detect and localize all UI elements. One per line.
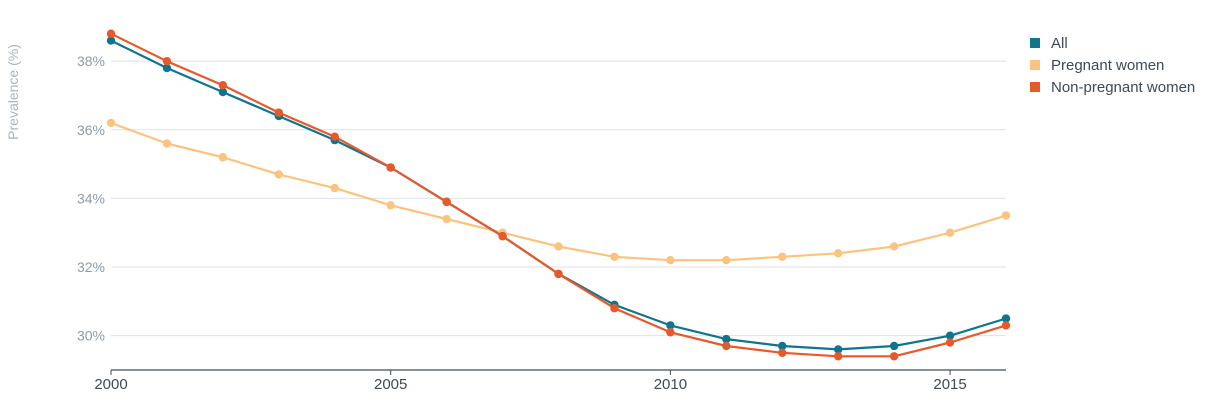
- data-point-non-pregnant-women: [778, 348, 787, 358]
- x-tick-label: 2005: [374, 376, 407, 393]
- data-point-pregnant-women: [274, 170, 284, 179]
- x-tick-label: 2000: [94, 376, 127, 393]
- data-point-pregnant-women: [610, 252, 619, 261]
- data-point-pregnant-women: [106, 118, 116, 128]
- legend-label: Non-pregnant women: [1051, 79, 1195, 96]
- data-point-pregnant-women: [889, 242, 899, 251]
- x-tick-label: 2015: [933, 376, 966, 393]
- data-point-non-pregnant-women: [274, 108, 284, 117]
- series-line-non-pregnant-women: [110, 32, 1007, 358]
- data-point-non-pregnant-women: [722, 341, 731, 351]
- legend-swatch: [1030, 60, 1040, 70]
- data-point-non-pregnant-women: [386, 163, 395, 172]
- data-point-pregnant-women: [945, 228, 955, 237]
- data-point-all: [1001, 314, 1011, 323]
- data-point-non-pregnant-women: [162, 56, 172, 66]
- data-point-all: [833, 345, 843, 354]
- data-point-non-pregnant-women: [442, 197, 451, 207]
- data-point-pregnant-women: [218, 153, 228, 162]
- x-tick-label: 2010: [654, 376, 687, 393]
- data-point-non-pregnant-women: [554, 269, 563, 279]
- data-point-non-pregnant-women: [666, 328, 675, 337]
- grid-lines: [111, 60, 1006, 371]
- data-point-all: [162, 63, 172, 73]
- y-tick-label: 32%: [77, 259, 105, 275]
- data-point-pregnant-women: [778, 252, 787, 261]
- data-point-all: [945, 331, 955, 340]
- y-tick-label: 38%: [77, 53, 105, 69]
- y-axis-ticks: 30% 32% 34% 36% 38%: [77, 53, 105, 344]
- data-point-pregnant-women: [833, 249, 843, 258]
- data-point-pregnant-women: [386, 201, 395, 210]
- data-point-pregnant-women: [442, 214, 451, 224]
- x-axis-ticks: 2000 2005 2010 2015: [94, 370, 967, 393]
- data-point-non-pregnant-women: [833, 352, 843, 361]
- legend-swatch: [1030, 38, 1040, 48]
- series-non-pregnant-women: [106, 29, 1011, 361]
- data-point-pregnant-women: [666, 255, 675, 265]
- data-point-all: [889, 341, 899, 351]
- data-point-all: [666, 321, 675, 330]
- series-all: [106, 36, 1011, 354]
- series-group: [106, 29, 1011, 361]
- y-tick-label: 34%: [77, 190, 105, 206]
- y-tick-label: 36%: [77, 122, 105, 138]
- data-point-all: [778, 341, 787, 351]
- data-point-all: [218, 87, 228, 97]
- data-point-non-pregnant-women: [610, 304, 619, 313]
- series-line-pregnant-women: [110, 121, 1007, 262]
- data-point-pregnant-women: [162, 139, 172, 148]
- series-line-all: [110, 39, 1007, 351]
- legend: All Pregnant women Non-pregnant women: [1030, 35, 1195, 96]
- data-point-non-pregnant-women: [889, 352, 899, 361]
- y-axis-label: Prevalence (%): [5, 44, 21, 140]
- data-point-pregnant-women: [554, 242, 563, 251]
- data-point-non-pregnant-women: [106, 29, 116, 38]
- data-point-all: [106, 36, 116, 45]
- data-point-non-pregnant-women: [498, 231, 507, 241]
- legend-label: Pregnant women: [1051, 57, 1164, 74]
- data-point-pregnant-women: [722, 255, 731, 265]
- data-point-non-pregnant-women: [945, 338, 955, 347]
- data-point-pregnant-women: [1001, 211, 1011, 220]
- y-tick-label: 30%: [77, 328, 105, 344]
- data-point-non-pregnant-women: [330, 132, 339, 141]
- data-point-pregnant-women: [330, 183, 339, 193]
- legend-label: All: [1051, 35, 1068, 52]
- data-point-non-pregnant-women: [218, 80, 228, 90]
- series-pregnant-women: [106, 118, 1011, 265]
- data-point-non-pregnant-women: [1001, 321, 1011, 330]
- legend-swatch: [1030, 82, 1040, 92]
- data-point-all: [722, 334, 731, 344]
